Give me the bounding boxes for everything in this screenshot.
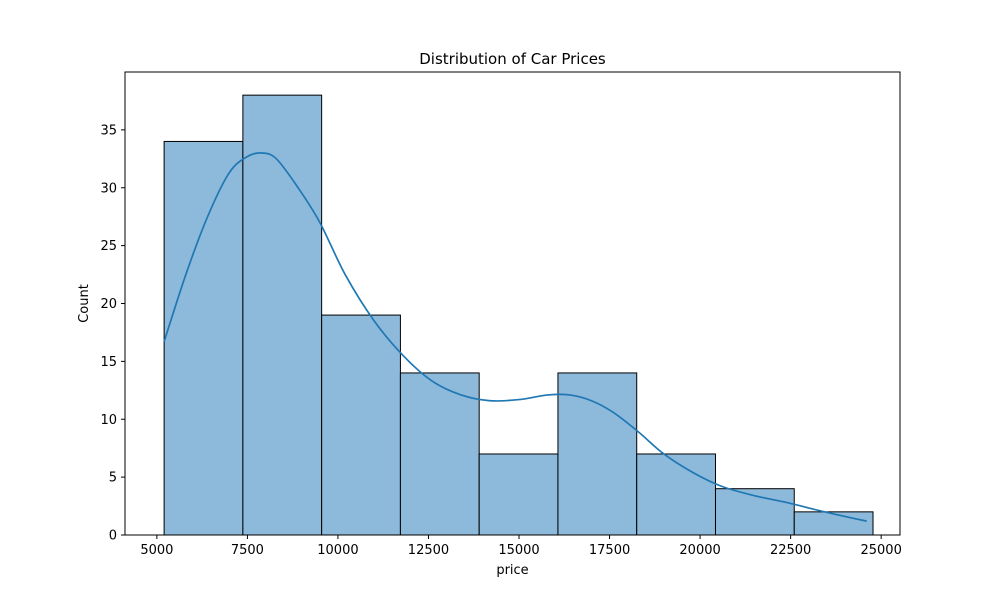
histogram-bar: [793, 511, 874, 536]
y-tick-label: 30: [100, 181, 117, 196]
bars-layer: [163, 94, 874, 536]
y-tick-label: 5: [109, 471, 117, 486]
histogram-bar: [321, 314, 401, 536]
y-tick-label: 10: [100, 413, 117, 428]
x-tick-label: 10000: [317, 543, 358, 558]
x-tick-label: 25000: [860, 543, 901, 558]
x-tick-label: 5000: [140, 543, 173, 558]
x-tick-label: 12500: [408, 543, 449, 558]
y-tick-label: 0: [109, 529, 117, 544]
histogram-bar: [557, 372, 638, 536]
y-tick-label: 25: [100, 239, 117, 254]
y-axis-label: Count: [77, 284, 92, 323]
x-tick-label: 15000: [498, 543, 539, 558]
histogram-bar: [242, 94, 323, 536]
x-tick-label: 17500: [589, 543, 630, 558]
histogram-bar: [636, 453, 716, 536]
kde-line: [163, 152, 867, 522]
x-tick-label: 22500: [770, 543, 811, 558]
histogram-bar: [399, 372, 480, 536]
x-axis: 5000 7500 10000 12500 15000 17500 20000 22500 25…: [140, 535, 902, 558]
y-tick-label: 20: [100, 297, 117, 312]
y-tick-label: 15: [100, 355, 117, 370]
y-axis: 0 5 10 15 20 25 30 35: [100, 123, 125, 544]
histogram-bar: [163, 140, 244, 536]
x-tick-label: 7500: [231, 543, 264, 558]
histogram-bar: [478, 453, 559, 536]
chart-title: Distribution of Car Prices: [419, 50, 606, 68]
y-tick-label: 35: [100, 123, 117, 138]
x-axis-label: price: [496, 563, 528, 578]
x-tick-label: 20000: [679, 543, 720, 558]
